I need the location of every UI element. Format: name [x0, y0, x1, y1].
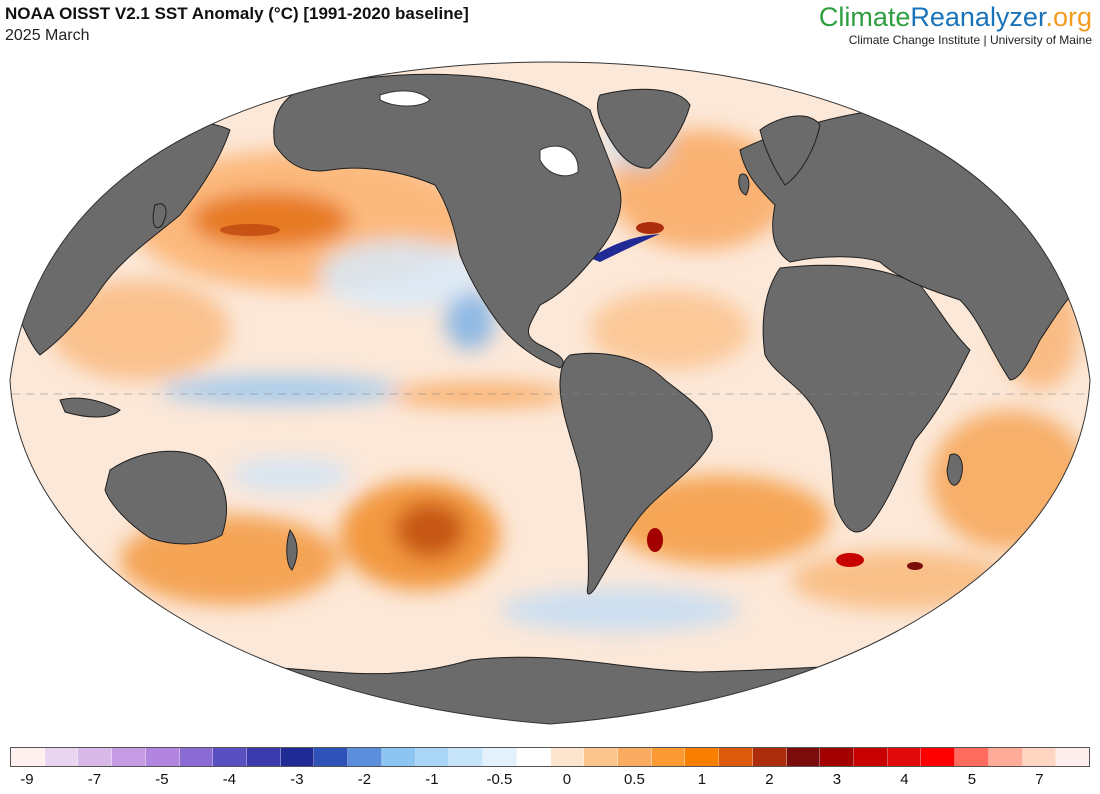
color-scale-tick-label: 2 [765, 771, 774, 788]
ocean-anomaly-north-pacific-east-cool [320, 240, 480, 310]
color-scale-bar [10, 747, 1090, 767]
color-scale-swatch [1056, 748, 1089, 766]
brand-affiliation: Climate Change Institute | University of… [848, 33, 1092, 47]
color-scale-tick-label: -1 [425, 771, 439, 788]
brand-logo-part-climate: Climate [818, 2, 911, 32]
land-alaska-white [379, 90, 431, 107]
color-scale-tick-label: 5 [967, 771, 977, 788]
ocean-anomaly-gulf-stream-cold [590, 234, 660, 262]
color-scale-swatch [685, 748, 720, 766]
color-scale-tick-label: -7 [87, 771, 102, 788]
color-scale-swatch [651, 748, 686, 766]
land-south-america [559, 352, 713, 595]
sst-anomaly-map [9, 61, 1091, 725]
color-scale-swatch [381, 748, 416, 766]
ocean-anomaly-south-pacific-warm-core [395, 502, 465, 558]
color-scale-swatch [820, 748, 854, 766]
color-scale-ticks: -9-7-5-4-3-2-1-0.500.51234579 [10, 771, 1090, 791]
color-scale-swatch [112, 748, 146, 766]
color-scale-swatch [853, 748, 888, 766]
ocean-anomaly-gulf-stream-warm [636, 222, 664, 234]
map-title: NOAA OISST V2.1 SST Anomaly (°C) [1991-2… [5, 4, 469, 23]
color-scale-swatch [179, 748, 214, 766]
land-new-zealand [286, 528, 298, 571]
land-madagascar [946, 453, 963, 486]
color-scale-swatch [280, 748, 315, 766]
ocean-anomaly-equatorial-pacific-cool [160, 376, 400, 404]
color-scale-swatch [78, 748, 113, 766]
land-greenland [597, 88, 691, 169]
ocean-anomaly-baja-cool [445, 290, 495, 350]
color-scale-swatch [483, 748, 517, 766]
color-scale-swatch [955, 748, 989, 766]
land-australia [104, 450, 228, 545]
color-scale-swatch [247, 748, 281, 766]
land-scandinavia [759, 115, 821, 186]
color-scale-swatch [550, 748, 585, 766]
color-scale-swatch [752, 748, 787, 766]
brand-block: ClimateReanalyzer.org Climate Change Ins… [819, 2, 1092, 47]
ocean-anomaly-southern-ocean-cool [500, 588, 740, 632]
color-scale-swatch [11, 748, 45, 766]
color-scale-tick-label: 7 [1035, 771, 1044, 788]
color-scale-swatch [1022, 748, 1057, 766]
map-subtitle: 2025 March [5, 27, 90, 44]
color-scale-tick-label: 4 [900, 771, 909, 788]
ocean-anomaly-tropical-atlantic-warm [590, 290, 750, 370]
color-scale-swatch [415, 748, 450, 766]
land-north-america [273, 73, 622, 369]
color-scale-tick-label: 1 [697, 771, 707, 788]
color-scale-tick-label: 0.5 [623, 771, 645, 788]
brand-logo-part-reanalyzer: Reanalyzer [910, 2, 1046, 32]
color-scale-tick-label: 0 [562, 771, 572, 788]
ocean-anomaly-south-indian-hot [907, 562, 923, 570]
color-scale-swatch [584, 748, 618, 766]
globe-outline [9, 61, 1091, 725]
ocean-anomaly-west-pacific-warm [50, 280, 230, 380]
color-scale-swatch [887, 748, 922, 766]
color-scale-tick-label: -4 [222, 771, 237, 788]
color-scale-tick-label: -3 [290, 771, 304, 788]
color-scale-tick-label: 3 [832, 771, 842, 788]
ocean-anomaly-south-indian-warm [790, 550, 1010, 610]
ocean-anomaly-brazil-malvinas-hot [647, 528, 663, 552]
land-indonesia [59, 397, 121, 418]
land-antarctica [10, 656, 1090, 724]
land-hudson-bay [539, 145, 579, 177]
color-scale-swatch [988, 748, 1023, 766]
color-scale-swatch [516, 748, 551, 766]
ocean-anomaly-equatorial-pacific-east-warm [390, 383, 570, 407]
brand-logo-part-org: .org [1045, 2, 1092, 32]
land-japan [152, 203, 167, 229]
color-scale-swatch [145, 748, 180, 766]
brand-logo[interactable]: ClimateReanalyzer.org [819, 2, 1092, 32]
color-scale-swatch [719, 748, 753, 766]
color-scale-tick-label: -2 [357, 771, 372, 788]
color-scale-swatch [786, 748, 821, 766]
color-scale-swatch [348, 748, 382, 766]
color-scale-swatch [44, 748, 79, 766]
ocean-anomaly-north-pacific-warm-core [190, 192, 350, 248]
color-scale-tick-label: -0.5 [486, 771, 513, 788]
color-scale-tick-label: -5 [155, 771, 169, 788]
color-scale-swatch [314, 748, 349, 766]
land-uk [738, 173, 750, 196]
ocean-anomaly-south-atlantic-warm [610, 475, 830, 565]
color-scale-swatch [617, 748, 652, 766]
color-scale-swatch [213, 748, 248, 766]
ocean-anomaly-agulhas-hot [836, 553, 864, 567]
color-scale-swatch [921, 748, 956, 766]
color-scale-tick-label: -9 [20, 771, 34, 788]
ocean-anomaly-south-pacific-cool [230, 457, 350, 493]
land-africa [762, 264, 971, 533]
color-scale-swatch [449, 748, 484, 766]
ocean-anomaly-kuroshio-hot [220, 224, 280, 236]
